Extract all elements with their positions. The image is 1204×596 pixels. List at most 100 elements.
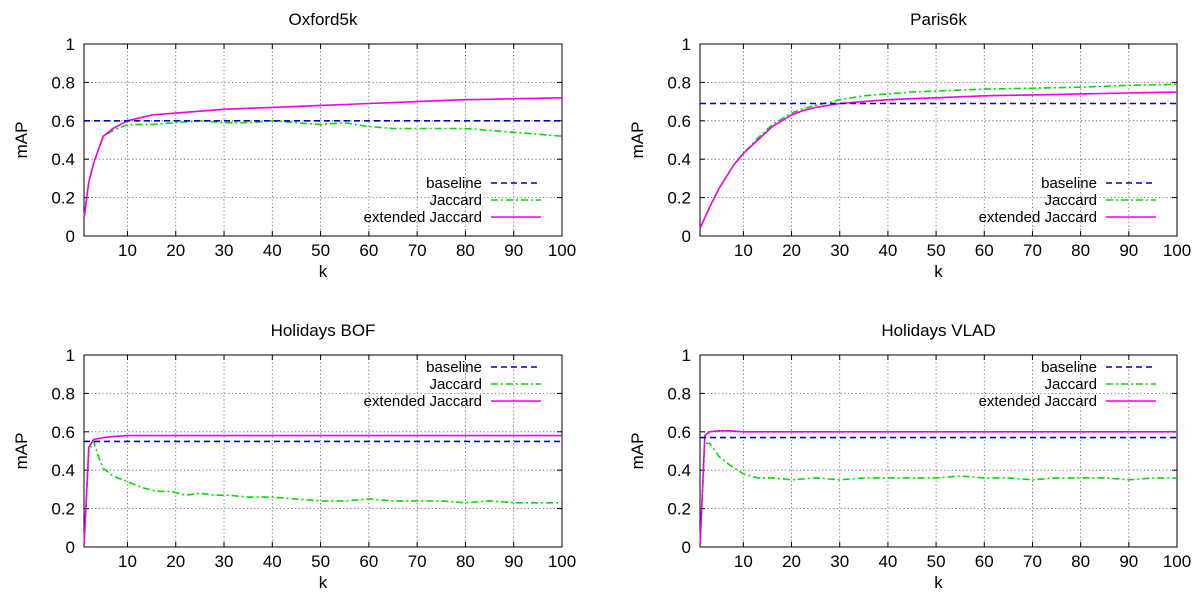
x-tick-label: 100 bbox=[1163, 552, 1191, 571]
legend-label: extended Jaccard bbox=[364, 393, 482, 410]
x-tick-label: 60 bbox=[359, 552, 378, 571]
chart-panel: 10 20 30 40 50 60 70 80 90 100 0 0.2 0.4 0.6 0.8 1 Holid… bbox=[12, 321, 576, 592]
y-tick-label: 0 bbox=[682, 538, 691, 557]
y-tick-label: 0.6 bbox=[51, 423, 75, 442]
x-tick-label: 40 bbox=[878, 241, 897, 260]
chart-title: Holidays VLAD bbox=[881, 321, 995, 340]
x-axis-label: k bbox=[934, 262, 943, 281]
y-tick-label: 0 bbox=[66, 227, 75, 246]
x-tick-label: 80 bbox=[456, 552, 475, 571]
x-tick-label: 90 bbox=[504, 552, 523, 571]
x-tick-label: 30 bbox=[215, 552, 234, 571]
x-tick-label: 20 bbox=[782, 552, 801, 571]
plot-frame bbox=[699, 43, 1178, 237]
legend-label: Jaccard bbox=[429, 192, 482, 209]
y-axis-label: mAP bbox=[628, 433, 647, 470]
x-axis-label: k bbox=[319, 573, 328, 592]
x-tick-label: 80 bbox=[456, 241, 475, 260]
chart-panel: 10 20 30 40 50 60 70 80 90 100 0 0.2 0.4 0.6 0.8 1 Oxfor… bbox=[12, 10, 576, 281]
y-tick-label: 0.2 bbox=[51, 189, 75, 208]
x-tick-label: 10 bbox=[734, 552, 753, 571]
x-tick-label: 20 bbox=[782, 241, 801, 260]
x-tick-label: 100 bbox=[1163, 241, 1191, 260]
x-tick-label: 60 bbox=[359, 241, 378, 260]
x-tick-label: 90 bbox=[1119, 552, 1138, 571]
series-line-extended-jaccard bbox=[699, 91, 1178, 229]
x-tick-label: 50 bbox=[311, 241, 330, 260]
legend-label: extended Jaccard bbox=[979, 209, 1097, 226]
x-tick-label: 20 bbox=[166, 241, 185, 260]
series-line-jaccard bbox=[83, 120, 563, 219]
x-tick-label: 70 bbox=[408, 552, 427, 571]
legend-label: baseline bbox=[426, 175, 482, 192]
y-tick-label: 0 bbox=[66, 538, 75, 557]
chart-title: Oxford5k bbox=[289, 10, 358, 29]
y-tick-label: 0.8 bbox=[51, 384, 75, 403]
x-tick-label: 40 bbox=[263, 241, 282, 260]
y-axis-label: mAP bbox=[12, 433, 31, 470]
y-tick-label: 0.6 bbox=[667, 423, 691, 442]
x-tick-label: 90 bbox=[1119, 241, 1138, 260]
x-tick-label: 60 bbox=[975, 241, 994, 260]
x-tick-label: 100 bbox=[548, 241, 576, 260]
x-tick-label: 50 bbox=[311, 552, 330, 571]
y-tick-label: 0.6 bbox=[667, 112, 691, 131]
y-tick-label: 0.4 bbox=[51, 150, 75, 169]
legend-label: baseline bbox=[426, 359, 482, 376]
series-line-jaccard bbox=[83, 440, 562, 548]
x-tick-label: 40 bbox=[878, 552, 897, 571]
y-tick-label: 0.8 bbox=[51, 73, 75, 92]
chart-panel: 10 20 30 40 50 60 70 80 90 100 0 0.2 0.4 0.6 0.8 1 Paris… bbox=[628, 10, 1191, 281]
series-line-jaccard bbox=[699, 442, 1177, 548]
legend-label: extended Jaccard bbox=[364, 209, 482, 226]
y-tick-label: 0 bbox=[682, 227, 691, 246]
series-line-jaccard bbox=[699, 83, 1178, 229]
plot-frame bbox=[83, 43, 563, 237]
y-tick-label: 0.2 bbox=[667, 189, 691, 208]
x-tick-label: 50 bbox=[927, 241, 946, 260]
plot-frame bbox=[83, 354, 563, 548]
x-tick-label: 20 bbox=[166, 552, 185, 571]
x-tick-label: 80 bbox=[1071, 241, 1090, 260]
x-tick-label: 80 bbox=[1071, 552, 1090, 571]
y-tick-label: 1 bbox=[682, 346, 691, 365]
x-tick-label: 70 bbox=[1023, 241, 1042, 260]
x-tick-label: 30 bbox=[215, 241, 234, 260]
x-tick-label: 90 bbox=[504, 241, 523, 260]
y-tick-label: 0.8 bbox=[667, 73, 691, 92]
x-tick-label: 10 bbox=[118, 241, 137, 260]
chart-title: Holidays BOF bbox=[271, 321, 376, 340]
x-axis-label: k bbox=[319, 262, 328, 281]
y-tick-label: 1 bbox=[66, 35, 75, 54]
x-tick-label: 30 bbox=[830, 552, 849, 571]
chart-title: Paris6k bbox=[910, 10, 967, 29]
y-tick-label: 0.2 bbox=[667, 500, 691, 519]
x-tick-label: 70 bbox=[1023, 552, 1042, 571]
x-tick-label: 70 bbox=[408, 241, 427, 260]
y-tick-label: 0.4 bbox=[667, 461, 691, 480]
legend-label: Jaccard bbox=[429, 376, 482, 393]
legend-label: Jaccard bbox=[1044, 192, 1097, 209]
y-tick-label: 0.2 bbox=[51, 500, 75, 519]
chart-panel: 10 20 30 40 50 60 70 80 90 100 0 0.2 0.4 0.6 0.8 1 Holid… bbox=[628, 321, 1191, 592]
x-tick-label: 50 bbox=[927, 552, 946, 571]
y-tick-label: 0.4 bbox=[51, 461, 75, 480]
y-axis-label: mAP bbox=[628, 122, 647, 159]
x-tick-label: 10 bbox=[118, 552, 137, 571]
x-tick-label: 100 bbox=[548, 552, 576, 571]
legend-label: Jaccard bbox=[1044, 376, 1097, 393]
y-tick-label: 1 bbox=[66, 346, 75, 365]
y-tick-label: 0.6 bbox=[51, 112, 75, 131]
x-tick-label: 40 bbox=[263, 552, 282, 571]
y-tick-label: 0.4 bbox=[667, 150, 691, 169]
y-axis-label: mAP bbox=[12, 122, 31, 159]
y-tick-label: 0.8 bbox=[667, 384, 691, 403]
legend-label: baseline bbox=[1041, 359, 1097, 376]
legend-label: extended Jaccard bbox=[979, 393, 1097, 410]
series-line-extended-jaccard bbox=[83, 434, 562, 548]
legend-label: baseline bbox=[1041, 175, 1097, 192]
series-line-extended-jaccard bbox=[83, 97, 563, 219]
x-tick-label: 60 bbox=[975, 552, 994, 571]
x-tick-label: 30 bbox=[830, 241, 849, 260]
